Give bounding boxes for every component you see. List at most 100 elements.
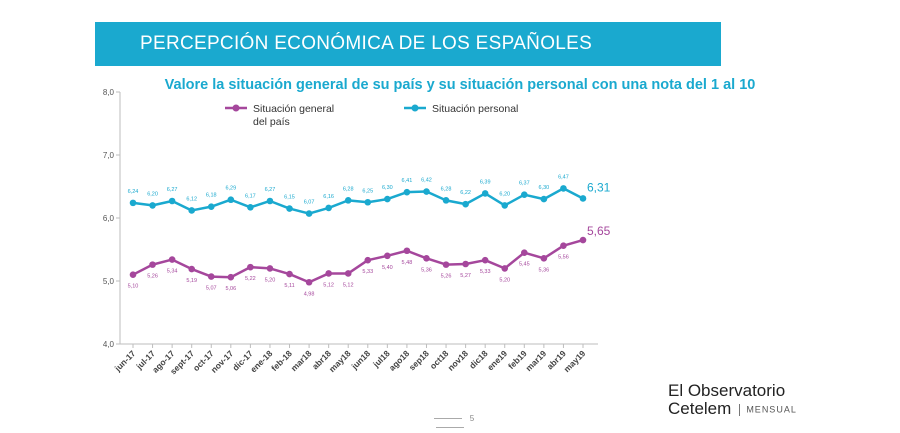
point-personal xyxy=(344,197,352,204)
x-tick-label: sep18 xyxy=(407,348,431,372)
point-general xyxy=(286,270,293,278)
data-label-personal: 6,16 xyxy=(323,194,334,200)
point-personal xyxy=(579,195,587,202)
data-label-personal: 6,17 xyxy=(245,193,256,199)
data-label-personal: 6,27 xyxy=(167,187,178,193)
y-tick-label: 6,0 xyxy=(103,214,115,223)
x-tick-label: nov-17 xyxy=(209,348,236,375)
point-general xyxy=(384,252,391,260)
series-line-personal xyxy=(132,187,584,215)
data-label-personal: 6,28 xyxy=(343,186,354,192)
legend-general-label-1: Situación general xyxy=(253,103,334,115)
brand-logo: El Observatorio Cetelem MENSUAL xyxy=(668,382,838,419)
data-label-personal: 6,29 xyxy=(225,186,236,192)
page-number: 5 xyxy=(410,414,490,432)
x-tick-label: ene-18 xyxy=(248,348,274,374)
point-personal xyxy=(560,185,567,192)
y-tick-label: 7,0 xyxy=(103,151,115,160)
legend-personal-marker xyxy=(411,104,419,112)
data-label-general: 5,11 xyxy=(284,283,294,289)
point-personal xyxy=(305,210,313,217)
point-general xyxy=(188,265,195,273)
data-label-personal: 6,27 xyxy=(265,187,276,193)
point-general xyxy=(227,273,235,281)
x-tick-label: ene19 xyxy=(485,348,509,372)
x-tick-label: may18 xyxy=(327,348,353,374)
data-label-general: 5,65 xyxy=(587,224,611,238)
point-general xyxy=(266,265,274,272)
brand-name-2: Cetelem MENSUAL xyxy=(668,400,838,419)
data-label-personal: 6,18 xyxy=(206,193,217,199)
point-personal xyxy=(364,198,372,206)
point-general xyxy=(403,247,411,255)
data-label-personal: 6,31 xyxy=(587,180,611,194)
data-label-personal: 6,20 xyxy=(147,191,158,197)
data-label-general: 5,40 xyxy=(382,265,393,271)
data-label-general: 5,36 xyxy=(539,267,550,273)
data-label-personal: 6,22 xyxy=(460,190,471,196)
point-general xyxy=(481,256,489,264)
data-label-general: 5,07 xyxy=(206,286,217,292)
point-personal xyxy=(501,202,509,209)
y-tick-label: 4,0 xyxy=(103,340,115,349)
point-personal xyxy=(481,190,489,197)
point-personal xyxy=(168,197,176,205)
brand-name-1: El Observatorio xyxy=(668,381,786,400)
x-tick-label: mar18 xyxy=(289,348,314,373)
point-general xyxy=(560,242,567,250)
data-label-personal: 6,07 xyxy=(304,200,315,206)
y-tick-label: 8,0 xyxy=(103,88,115,97)
x-tick-label: ago18 xyxy=(387,348,412,373)
data-label-general: 5,20 xyxy=(265,277,276,283)
data-label-general: 4,98 xyxy=(304,291,315,297)
data-label-general: 5,45 xyxy=(519,262,530,268)
point-general xyxy=(540,255,548,262)
series-line-general xyxy=(132,238,584,284)
point-general xyxy=(521,249,528,256)
data-label-personal: 6,15 xyxy=(284,195,295,201)
data-label-general: 5,56 xyxy=(558,255,569,261)
data-label-general: 5,48 xyxy=(402,260,413,266)
data-label-general: 5,36 xyxy=(421,267,432,273)
point-personal xyxy=(462,200,469,208)
data-label-personal: 6,37 xyxy=(519,181,530,187)
data-label-general: 5,26 xyxy=(441,274,452,280)
point-general xyxy=(501,265,509,272)
point-general xyxy=(207,273,215,280)
point-personal xyxy=(403,188,411,196)
legend-general-marker xyxy=(232,104,240,112)
chart-legend: Situación general del país Situación per… xyxy=(225,103,518,128)
point-personal xyxy=(442,197,450,204)
brand-subtitle: MENSUAL xyxy=(746,404,797,415)
x-tick-label: mar19 xyxy=(523,348,548,373)
point-personal xyxy=(325,204,332,212)
point-personal xyxy=(521,191,528,198)
point-general xyxy=(168,256,176,263)
point-general xyxy=(344,270,352,277)
header-banner: PERCEPCIÓN ECONÓMICA DE LOS ESPAÑOLES xyxy=(95,22,721,66)
x-tick-label: feb-18 xyxy=(269,348,294,373)
point-personal xyxy=(207,203,215,210)
point-personal xyxy=(188,207,195,214)
data-label-general: 5,10 xyxy=(128,284,139,290)
point-personal xyxy=(423,188,430,195)
data-label-personal: 6,20 xyxy=(499,191,510,197)
legend-personal-label: Situación personal xyxy=(432,103,518,115)
data-label-general: 5,27 xyxy=(460,273,471,279)
point-personal xyxy=(286,205,293,212)
x-tick-label: jun18 xyxy=(349,348,373,372)
point-personal xyxy=(227,196,235,204)
data-label-personal: 6,30 xyxy=(382,185,393,191)
legend-general-label-2: del país xyxy=(253,116,290,128)
data-label-personal: 6,30 xyxy=(539,185,550,191)
point-general xyxy=(364,256,372,264)
point-general xyxy=(423,255,430,262)
point-general xyxy=(579,236,587,244)
point-general xyxy=(325,270,332,277)
point-general xyxy=(442,261,450,268)
data-label-general: 5,34 xyxy=(167,269,178,275)
data-label-general: 5,06 xyxy=(225,286,236,292)
data-label-general: 5,33 xyxy=(480,269,491,275)
point-personal xyxy=(266,197,274,205)
data-label-personal: 6,42 xyxy=(421,178,432,184)
